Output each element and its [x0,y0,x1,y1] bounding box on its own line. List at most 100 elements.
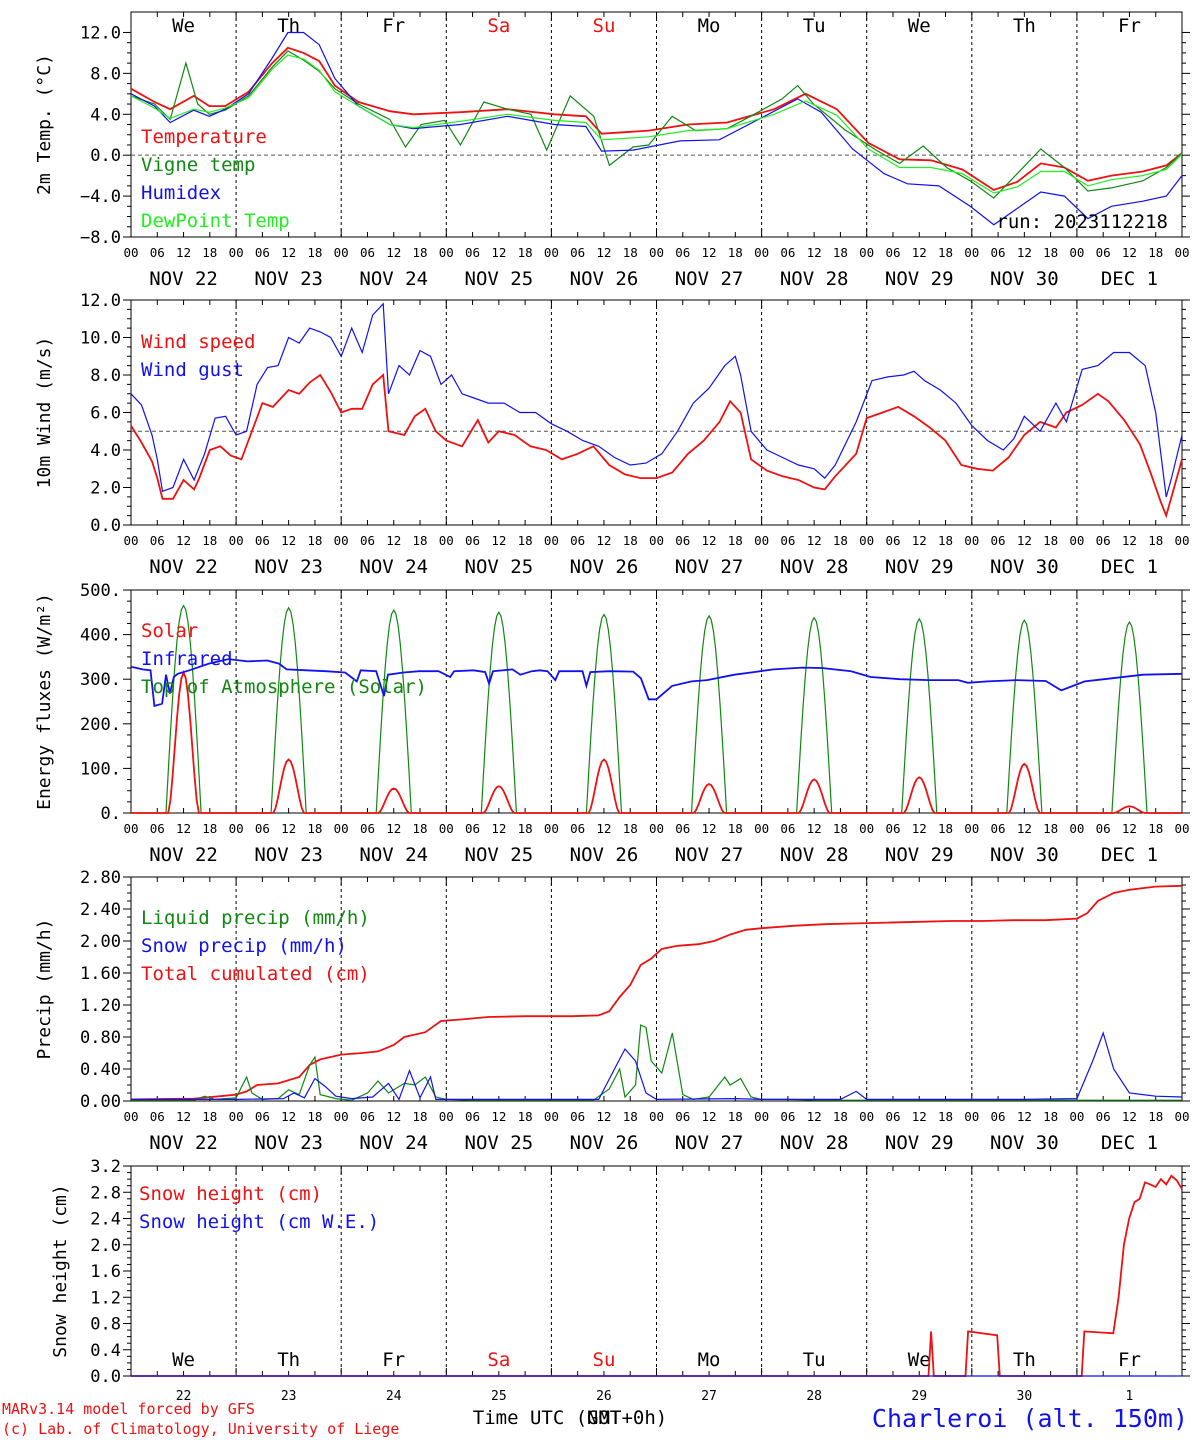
date-label: NOV 25 [465,844,534,866]
hour-tick-label: 18 [938,1109,953,1124]
y-tick-label: 200. [80,715,121,735]
y-tick-label: 2.8 [90,1183,121,1203]
y-tick-label: 100. [80,759,121,779]
hour-tick-label: 12 [807,1109,822,1124]
day-name-label: We [908,1349,931,1371]
y-tick-label: 0.0 [90,1367,121,1387]
y-tick-label: 400. [80,626,121,646]
y-tick-label: 0.40 [80,1060,121,1080]
hour-tick-label: 06 [570,245,585,260]
hour-tick-label: 00 [1174,533,1189,548]
series-line-infrared [130,658,1183,708]
y-axis-title: 2m Temp. (°C) [34,54,55,195]
hour-tick-label: 12 [807,245,822,260]
hour-tick-label: 18 [412,1109,427,1124]
hour-tick-label: 18 [1148,245,1163,260]
hour-tick-label: 06 [675,821,690,836]
y-axis-title: Energy fluxes (W/m²) [34,593,55,810]
credit-line-2: (c) Lab. of Climatology, University of L… [2,1420,399,1438]
hour-tick-label: 18 [1043,1109,1058,1124]
date-label: NOV 27 [675,268,744,290]
y-tick-label: 2.80 [80,868,121,888]
hour-tick-label: 12 [281,533,296,548]
hour-tick-label: 18 [728,245,743,260]
date-label: NOV 22 [149,1132,218,1154]
date-label: DEC 1 [1101,844,1158,866]
hour-tick-label: 12 [1017,533,1032,548]
hour-tick-label: 00 [544,1109,559,1124]
date-label: NOV 26 [570,556,639,578]
hour-tick-label: 00 [229,821,244,836]
hour-tick-label: 12 [176,245,191,260]
hour-tick-label: 06 [255,245,270,260]
panels: −8.0−4.00.04.08.012.02m Temp. (°C)00 06 12… [34,11,1190,1404]
series-line-dewpoint-temp [130,54,1183,194]
date-label: NOV 23 [254,556,323,578]
day-number-label: 1 [1126,1389,1134,1404]
hour-tick-label: 06 [150,245,165,260]
y-tick-label: 0.0 [90,516,121,536]
y-tick-label: 0.0 [90,146,121,166]
hour-tick-label: 00 [754,245,769,260]
day-number-label: 28 [806,1389,822,1404]
hour-tick-label: 18 [518,533,533,548]
date-label: DEC 1 [1101,1132,1158,1154]
date-label: NOV 27 [675,844,744,866]
day-number-label: 25 [491,1389,507,1404]
day-number-label: 27 [701,1389,717,1404]
hour-tick-label: 18 [518,245,533,260]
day-name-label: Tu [803,1349,826,1371]
plot-frame [130,589,1183,814]
hour-tick-label: 06 [150,821,165,836]
hour-tick-label: 00 [754,533,769,548]
hour-tick-label: 06 [675,245,690,260]
hour-tick-label: 06 [570,1109,585,1124]
y-axis-title: 10m Wind (m/s) [34,337,55,489]
hour-tick-label: 00 [439,533,454,548]
hour-tick-label: 12 [702,821,717,836]
date-label: NOV 26 [570,1132,639,1154]
hour-tick-label: 18 [1148,533,1163,548]
hour-tick-label: 12 [912,533,927,548]
hour-tick-label: 00 [859,821,874,836]
hour-tick-label: 00 [964,533,979,548]
hour-tick-label: 00 [123,1109,138,1124]
hour-tick-label: 06 [780,533,795,548]
day-name-label: Th [277,15,300,37]
day-number-label: 30 [1017,1389,1033,1404]
y-tick-label: 0.4 [90,1341,121,1361]
day-name-label: Mo [698,1349,721,1371]
hour-tick-label: 18 [833,533,848,548]
hour-tick-label: 00 [859,533,874,548]
location-label: Charleroi (alt. 150m) [872,1404,1188,1433]
legend-entry: Temperature [141,126,267,148]
hour-tick-label: 18 [623,821,638,836]
hour-tick-label: 00 [1069,245,1084,260]
hour-tick-label: 00 [859,1109,874,1124]
date-label: DEC 1 [1101,268,1158,290]
date-label: NOV 23 [254,268,323,290]
date-label: NOV 28 [780,1132,849,1154]
hour-tick-label: 18 [518,821,533,836]
hour-tick-label: 18 [623,533,638,548]
hour-tick-label: 00 [859,245,874,260]
date-label: NOV 30 [990,268,1059,290]
hour-tick-label: 12 [386,533,401,548]
hour-tick-label: 00 [649,1109,664,1124]
date-label: NOV 28 [780,268,849,290]
y-tick-label: 10.0 [80,329,121,349]
hour-tick-label: 12 [702,245,717,260]
series-line-wind-gust [130,302,1183,498]
day-name-label: We [172,1349,195,1371]
hour-tick-label: 18 [202,245,217,260]
hour-tick-label: 06 [360,1109,375,1124]
hour-tick-label: 12 [491,533,506,548]
hour-tick-label: 12 [596,245,611,260]
hour-tick-label: 12 [281,1109,296,1124]
y-tick-label: 12.0 [80,291,121,311]
plot-frame [130,299,1183,526]
hour-tick-label: 06 [465,821,480,836]
day-name-label: Th [1013,1349,1036,1371]
hour-tick-label: 00 [1069,1109,1084,1124]
